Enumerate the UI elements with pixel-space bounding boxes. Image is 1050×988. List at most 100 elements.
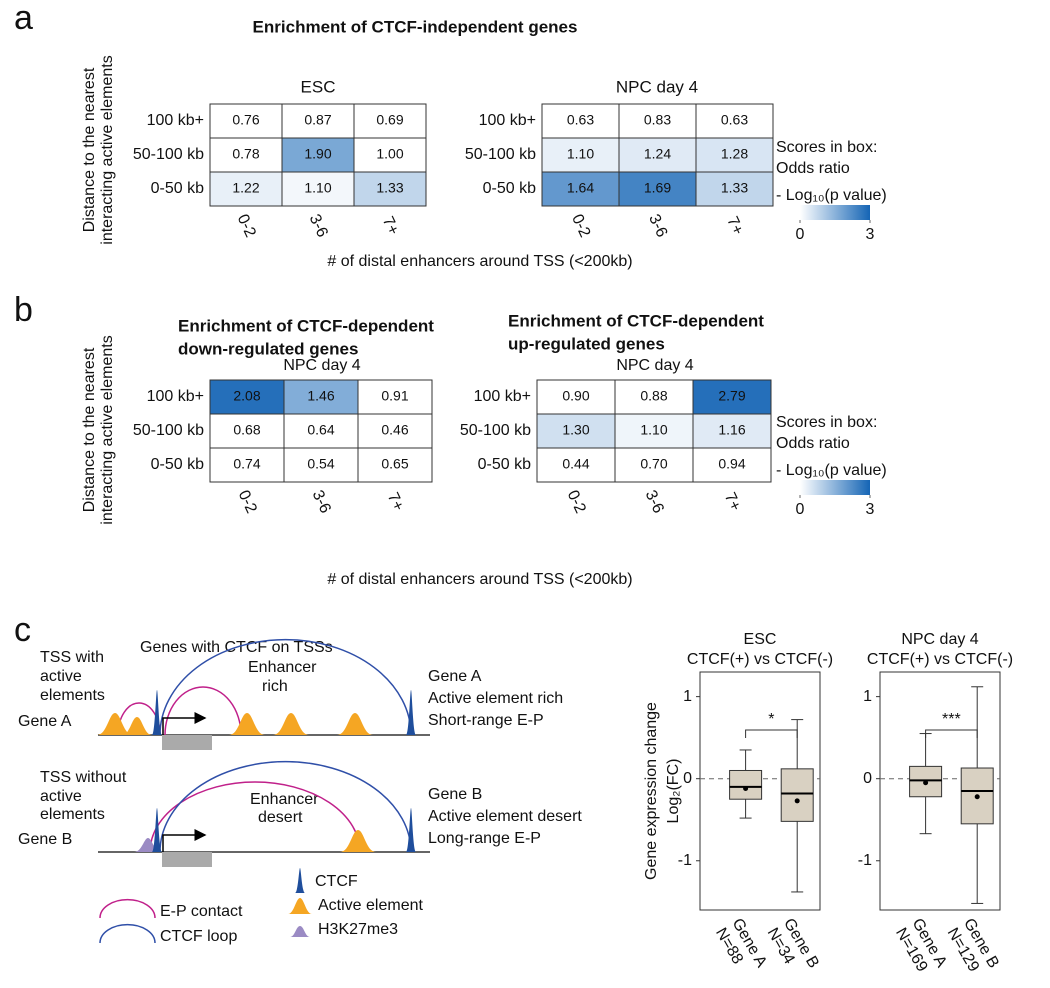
heatmap-cell xyxy=(692,447,772,483)
legend-label: Active element xyxy=(318,897,423,914)
heatmap-cell xyxy=(618,171,697,207)
chart-title: ESC xyxy=(744,631,777,648)
active-element xyxy=(97,713,133,735)
cell-label: 0.78 xyxy=(232,146,259,162)
legend-text: Odds ratio xyxy=(776,160,850,177)
heatmap-cell xyxy=(357,447,433,483)
column-label: 3-6 xyxy=(306,212,331,240)
chart-subtitle: CTCF(+) vs CTCF(-) xyxy=(867,651,1013,668)
row-label: 0-50 kb xyxy=(483,180,536,197)
mean xyxy=(794,798,800,804)
chart-subtitle: NPC day 4 xyxy=(283,357,360,374)
cell-label: 0.70 xyxy=(640,456,667,472)
cell-label: 1.00 xyxy=(376,146,403,162)
active-element xyxy=(340,830,376,852)
gene-description: Active element desert xyxy=(428,808,582,825)
column-label: 7+ xyxy=(384,490,407,514)
cell-label: 0.44 xyxy=(562,456,589,472)
category-label: Gene BN=129 xyxy=(944,916,1002,975)
ctcf-peak xyxy=(152,808,162,852)
legend-title: Scores in box: xyxy=(776,139,877,156)
legend-symbol xyxy=(290,926,310,937)
gene-label: Gene B xyxy=(18,831,72,848)
heatmap-cell xyxy=(209,413,285,449)
legend-label: CTCF loop xyxy=(160,928,237,945)
significance-bracket xyxy=(925,729,978,738)
y-axis-label: interacting active elements xyxy=(99,55,116,244)
heatmap-cell xyxy=(281,171,355,207)
cell-label: 0.63 xyxy=(721,112,748,128)
cell-label: 1.10 xyxy=(640,422,667,438)
colorbar xyxy=(800,480,870,495)
cell-label: 1.10 xyxy=(567,146,594,162)
y-tick-label: 1 xyxy=(683,688,692,705)
plot-frame xyxy=(699,671,821,911)
y-tick-label: -1 xyxy=(858,852,872,869)
ctcf-peak xyxy=(406,808,416,852)
y-tick-label: 1 xyxy=(863,688,872,705)
cell-label: 0.63 xyxy=(567,112,594,128)
cell-label: 1.30 xyxy=(562,422,589,438)
legend-symbol xyxy=(295,868,305,893)
heatmap-cell xyxy=(283,447,359,483)
column-label: 7+ xyxy=(721,490,744,514)
box xyxy=(780,768,814,822)
heatmap-cell xyxy=(353,103,427,139)
legend-title: Scores in box: xyxy=(776,414,877,431)
y-axis-label: interacting active elements xyxy=(99,335,116,524)
ctcf-loop xyxy=(159,638,412,736)
panel-label: c xyxy=(14,611,31,649)
cell-label: 0.64 xyxy=(307,422,334,438)
cell-label: 0.94 xyxy=(718,456,745,472)
cell-label: 0.90 xyxy=(562,388,589,404)
row-label: 50-100 kb xyxy=(133,146,204,163)
category-label: Gene AN=88 xyxy=(712,916,770,971)
legend-color-label: - Log₁₀(p value) xyxy=(776,187,887,204)
chart-title: Enrichment of CTCF-dependent xyxy=(178,316,434,335)
ep-contact xyxy=(149,781,361,853)
category-label: Gene BN=34 xyxy=(764,916,822,972)
heatmap-cell xyxy=(209,171,283,207)
row-label: 100 kb+ xyxy=(474,388,531,405)
legend-label: E-P contact xyxy=(160,903,243,920)
ep-contact xyxy=(164,686,242,736)
y-axis-label: Distance to the nearest xyxy=(81,67,98,232)
tss-label: TSS with xyxy=(40,649,104,666)
legend-label: CTCF xyxy=(315,873,358,890)
column-label: 3-6 xyxy=(309,488,334,516)
gene-body xyxy=(162,852,212,867)
significance: * xyxy=(768,711,774,728)
x-axis-label: # of distal enhancers around TSS (<200kb… xyxy=(327,253,632,270)
mean xyxy=(923,780,929,786)
cell-label: 0.74 xyxy=(233,456,260,472)
cell-label: 1.28 xyxy=(721,146,748,162)
tss-label: active xyxy=(40,788,82,805)
y-axis-label: Gene expression change xyxy=(643,702,660,880)
column-label: 3-6 xyxy=(642,488,667,516)
heatmap-cell xyxy=(541,103,620,139)
active-element xyxy=(337,713,373,735)
cell-label: 1.46 xyxy=(307,388,334,404)
mean xyxy=(974,794,980,800)
tss-label: elements xyxy=(40,806,105,823)
chart-subtitle: NPC day 4 xyxy=(616,357,693,374)
tss-label: elements xyxy=(40,687,105,704)
gene-description: Gene A xyxy=(428,668,482,685)
column-label: 0-2 xyxy=(564,488,589,516)
y-tick-label: -1 xyxy=(678,852,692,869)
cell-label: 0.88 xyxy=(640,388,667,404)
mean xyxy=(743,786,749,792)
chart-title: ESC xyxy=(301,77,336,96)
heatmap-cell xyxy=(541,137,620,173)
legend-label: H3K27me3 xyxy=(318,921,398,938)
tss-arrow xyxy=(162,829,207,852)
cell-label: 1.22 xyxy=(232,180,259,196)
tss-label: active xyxy=(40,668,82,685)
row-label: 50-100 kb xyxy=(133,422,204,439)
y-tick-label: 0 xyxy=(863,770,872,787)
legend-symbol xyxy=(99,898,156,919)
cell-label: 1.33 xyxy=(721,180,748,196)
row-label: 50-100 kb xyxy=(465,146,536,163)
chart-title: Enrichment of CTCF-dependent xyxy=(508,311,764,330)
